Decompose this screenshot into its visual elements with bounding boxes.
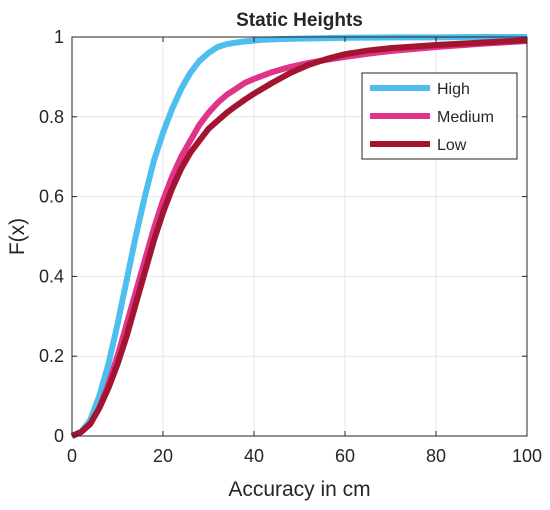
y-tick-label: 0.6 [39,187,64,207]
x-tick-label: 80 [426,446,446,466]
x-tick-label: 0 [67,446,77,466]
series-line-high [70,34,527,439]
series-lines [70,34,528,439]
y-tick-label: 0.4 [39,266,64,286]
series-line-low [70,37,528,439]
axes-frame [71,36,528,437]
legend-label-low: Low [437,137,467,154]
chart-title: Static Heights [236,10,363,31]
y-tick-label: 0.2 [39,346,64,366]
legend: High Medium Low [361,72,518,160]
legend-label-medium: Medium [437,109,494,126]
legend-label-high: High [437,81,470,98]
x-tick-label: 20 [153,446,173,466]
x-tick-label: 60 [335,446,355,466]
y-axis-label: F(x) [6,218,29,255]
y-tick-label: 1 [54,27,64,47]
y-tick-label: 0 [54,426,64,446]
x-tick-label: 40 [244,446,264,466]
y-tick-label: 0.8 [39,107,64,127]
x-axis-label: Accuracy in cm [228,478,370,501]
axis-ticks: 0 20 40 60 80 100 0 0.2 0.4 0.6 0.8 1 [39,27,542,466]
x-tick-label: 100 [512,446,542,466]
